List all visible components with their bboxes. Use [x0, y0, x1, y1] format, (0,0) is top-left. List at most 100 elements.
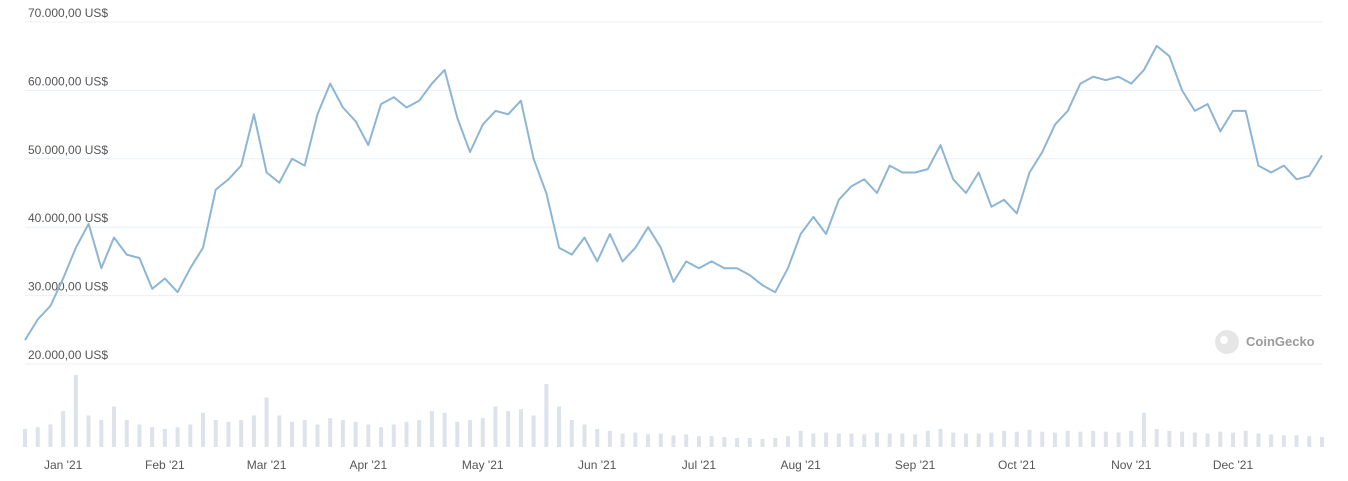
volume-bar	[658, 433, 663, 447]
volume-bar	[989, 432, 994, 447]
volume-bar	[607, 430, 612, 447]
volume-bar	[544, 384, 549, 447]
volume-bar	[646, 434, 651, 447]
volume-bar	[315, 424, 320, 447]
volume-bar	[671, 435, 676, 447]
volume-bar	[239, 420, 244, 447]
volume-bar	[1294, 435, 1299, 447]
volume-bar	[213, 420, 218, 447]
watermark-logo-eye	[1220, 336, 1228, 344]
volume-bar	[86, 415, 91, 447]
volume-bar	[862, 434, 867, 447]
volume-bar	[951, 432, 956, 447]
volume-bar	[264, 397, 269, 447]
volume-bar	[468, 420, 473, 447]
y-tick-label: 40.000,00 US$	[28, 211, 108, 225]
volume-bar	[442, 412, 447, 447]
volume-bar	[887, 433, 892, 447]
volume-bar	[976, 433, 981, 447]
volume-bar	[798, 430, 803, 447]
price-line	[24, 44, 1323, 341]
y-tick-label: 50.000,00 US$	[28, 143, 108, 157]
volume-bar	[1269, 434, 1274, 447]
volume-bar	[1078, 431, 1083, 447]
volume-bar	[1091, 430, 1096, 447]
volume-bar	[1027, 429, 1032, 447]
volume-bar	[531, 415, 536, 447]
x-tick-label: Jul '21	[682, 458, 717, 472]
plot: 70.000,00 US$ 60.000,00 US$ 50.000,00 US$ 4…	[23, 6, 1324, 472]
volume-bar	[1014, 431, 1019, 447]
volume-bar	[1002, 430, 1007, 447]
x-tick-label: Oct '21	[998, 458, 1036, 472]
volume-bar	[696, 436, 701, 447]
volume-bar	[1103, 431, 1108, 447]
volume-bar	[162, 429, 167, 447]
volume-bar	[1320, 437, 1324, 447]
volume-bar	[760, 438, 765, 447]
x-tick-label: Nov '21	[1111, 458, 1152, 472]
volume-bar	[1307, 436, 1312, 447]
volume-bar	[201, 412, 206, 447]
volume-bar	[480, 418, 485, 447]
volume-bar	[188, 424, 193, 447]
x-tick-label: Aug '21	[780, 458, 821, 472]
volume-bar	[137, 424, 142, 447]
volume-bar	[455, 421, 460, 447]
volume-bar	[773, 438, 778, 447]
volume-bar	[633, 432, 638, 447]
volume-bar	[963, 433, 968, 447]
volume-bar	[366, 424, 371, 447]
y-tick-label: 20.000,00 US$	[28, 348, 108, 362]
volume-bar	[1180, 431, 1185, 447]
volume-bar	[1116, 432, 1121, 447]
volume-bar	[277, 415, 282, 447]
volume-bar	[353, 421, 358, 447]
x-tick-label: Sep '21	[895, 458, 936, 472]
x-tick-label: Feb '21	[145, 458, 185, 472]
volume-bar	[1065, 430, 1070, 447]
y-tick-label: 60.000,00 US$	[28, 74, 108, 88]
volume-bar	[379, 427, 384, 447]
volume-bar	[1167, 430, 1172, 447]
volume-bar	[1040, 431, 1045, 447]
x-tick-label: Jan '21	[44, 458, 83, 472]
volume-bar	[874, 432, 879, 447]
volume-bar	[404, 421, 409, 447]
volume-bar	[1141, 412, 1146, 447]
volume-bar	[735, 438, 740, 447]
volume-bar	[938, 429, 943, 447]
x-tick-label: Dec '21	[1213, 458, 1254, 472]
y-tick-label: 30.000,00 US$	[28, 280, 108, 294]
volume-bar	[557, 406, 562, 447]
volume-bar	[417, 420, 422, 447]
watermark-text: CoinGecko	[1246, 334, 1315, 349]
volume-bar	[99, 420, 104, 447]
volume-bar	[175, 427, 180, 447]
volume-bar	[251, 415, 256, 447]
x-tick-label: Mar '21	[247, 458, 287, 472]
volume-bar	[925, 430, 930, 447]
volume-bar	[913, 434, 918, 447]
volume-bar	[1205, 433, 1210, 447]
volume-bar	[1192, 432, 1197, 447]
volume-bar	[506, 411, 511, 447]
volume-bar	[391, 424, 396, 447]
volume-bar	[112, 406, 117, 447]
x-tick-label: May '21	[462, 458, 504, 472]
volume-bar	[429, 411, 434, 447]
volume-bar	[1243, 430, 1248, 447]
volume-bar	[1052, 432, 1057, 447]
volume-bar	[785, 436, 790, 447]
volume-bar	[811, 433, 816, 447]
x-tick-label: Jun '21	[578, 458, 617, 472]
volume-bar	[582, 424, 587, 447]
volume-bar	[1154, 429, 1159, 447]
volume-bar	[35, 427, 40, 447]
volume-bar	[747, 438, 752, 447]
volume-bar	[900, 433, 905, 447]
volume-bar	[23, 429, 27, 447]
volume-bar	[1256, 433, 1261, 447]
volume-bar	[684, 434, 689, 447]
